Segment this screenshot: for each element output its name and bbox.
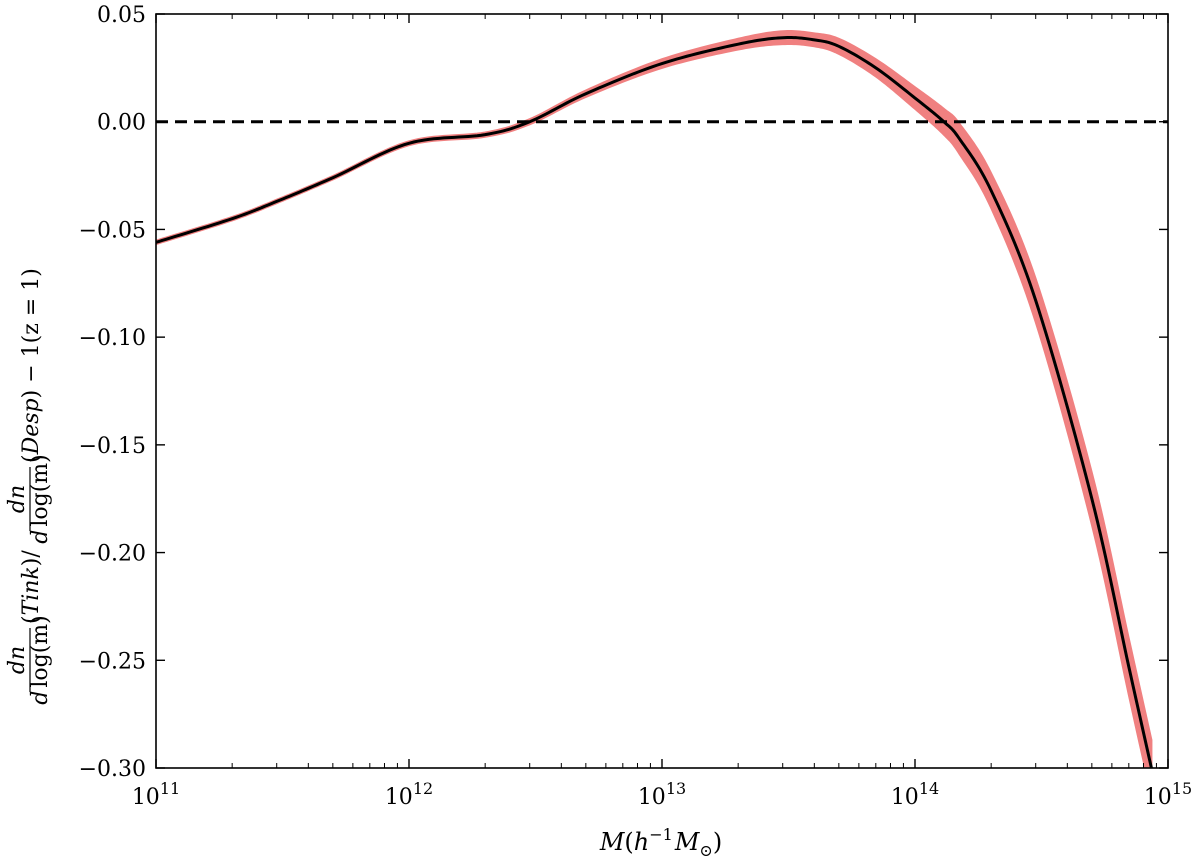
y-tick-label: −0.15 <box>79 434 146 459</box>
uncertainty-band <box>156 29 1153 768</box>
plot-area <box>155 13 1169 769</box>
y-tick-label: 0.05 <box>97 3 146 28</box>
series-line <box>156 36 1153 768</box>
plot-frame <box>155 13 1169 769</box>
x-tick-label: 1011 <box>132 779 180 810</box>
x-tick-label: 1014 <box>891 779 939 810</box>
svg-text:(Desp) − 1(z = 1): (Desp) − 1(z = 1) <box>19 268 44 463</box>
svg-text:dn: dn <box>5 646 30 674</box>
y-tick-label: −0.30 <box>79 757 146 782</box>
y-tick-label: −0.25 <box>79 649 146 674</box>
svg-text:dlog(m): dlog(m) <box>28 454 53 544</box>
y-tick-label: −0.20 <box>79 542 146 567</box>
svg-text:dn: dn <box>5 485 30 513</box>
y-tick-label: −0.10 <box>79 326 146 351</box>
y-axis: 0.05 0.00 −0.05 −0.10 −0.15 −0.20 −0.25 −0.30 <box>79 3 1168 782</box>
y-tick-label: 0.00 <box>97 111 146 136</box>
y-axis-label: dn dlog(m) (Tink)/ dn dlog(m) (Desp) − 1… <box>5 268 53 705</box>
y-tick-label: −0.05 <box>79 218 146 243</box>
x-tick-label: 1015 <box>1144 779 1192 810</box>
x-axis: 1011 1012 1013 1014 1015 <box>132 14 1192 810</box>
svg-text:(Tink)/: (Tink)/ <box>19 550 44 624</box>
x-tick-label: 1013 <box>638 779 686 810</box>
x-axis-label: M(h−1M⊙) <box>599 825 722 860</box>
x-tick-label: 1012 <box>385 779 433 810</box>
svg-text:dlog(m): dlog(m) <box>28 615 53 705</box>
